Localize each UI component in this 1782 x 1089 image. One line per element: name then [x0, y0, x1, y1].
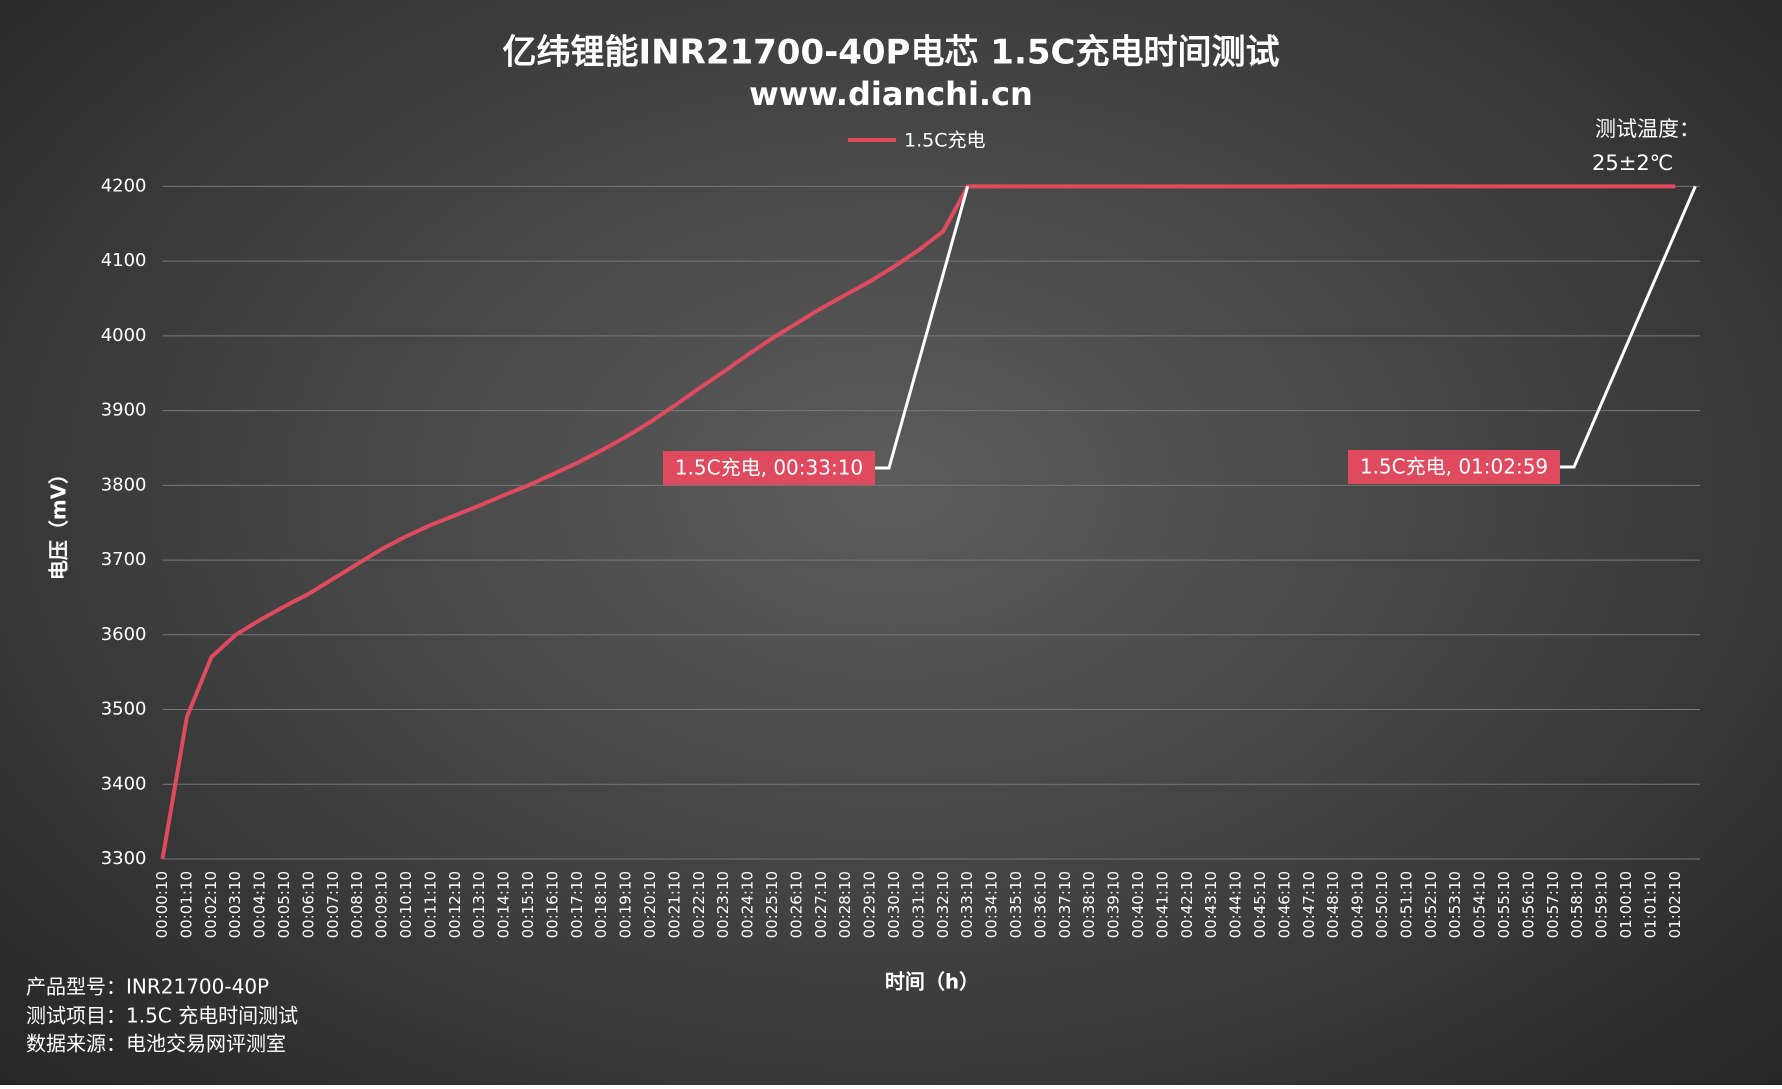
x-tick-label: 00:35:10: [1007, 871, 1025, 938]
chart-title: 亿纬锂能INR21700-40P电芯 1.5C充电时间测试: [503, 33, 1280, 73]
x-tick-label: 00:44:10: [1227, 871, 1245, 938]
x-tick-label: 00:14:10: [495, 871, 513, 938]
x-tick-label: 00:40:10: [1129, 871, 1147, 938]
x-tick-label: 00:38:10: [1080, 871, 1098, 938]
x-tick-label: 01:01:10: [1641, 871, 1659, 938]
x-tick-label: 00:43:10: [1202, 871, 1220, 938]
x-tick-label: 00:22:10: [690, 871, 708, 938]
temperature-note: 测试温度：: [1595, 117, 1700, 141]
x-tick-label: 00:02:10: [202, 871, 220, 938]
x-tick-label: 00:50:10: [1373, 871, 1391, 938]
x-axis-label: 时间（h）: [885, 970, 979, 994]
x-tick-label: 00:01:10: [177, 871, 195, 938]
x-tick-label: 00:09:10: [373, 871, 391, 938]
x-tick-label: 00:37:10: [1056, 871, 1074, 938]
x-tick-label: 00:58:10: [1568, 871, 1586, 938]
x-tick-label: 00:00:10: [153, 871, 171, 938]
x-tick-label: 00:19:10: [617, 871, 635, 938]
x-tick-label: 00:23:10: [714, 871, 732, 938]
x-tick-label: 00:47:10: [1300, 871, 1318, 938]
x-tick-label: 00:05:10: [275, 871, 293, 938]
x-tick-label: 01:00:10: [1617, 871, 1635, 938]
x-tick-label: 00:48:10: [1324, 871, 1342, 938]
y-tick-label: 3700: [101, 549, 147, 570]
x-tick-label: 00:34:10: [983, 871, 1001, 938]
x-tick-label: 00:18:10: [592, 871, 610, 938]
x-tick-label: 00:04:10: [251, 871, 269, 938]
annotation-label: 1.5C充电, 00:33:10: [675, 456, 863, 480]
x-tick-label: 00:11:10: [421, 871, 439, 938]
x-tick-label: 00:17:10: [568, 871, 586, 938]
x-tick-label: 00:21:10: [665, 871, 683, 938]
y-tick-label: 4000: [101, 325, 147, 346]
temperature-note: 25±2℃: [1592, 151, 1673, 175]
x-tick-label: 00:29:10: [861, 871, 879, 938]
y-tick-label: 4100: [101, 250, 147, 271]
x-tick-label: 00:08:10: [348, 871, 366, 938]
x-tick-label: 00:42:10: [1178, 871, 1196, 938]
x-tick-label: 00:32:10: [934, 871, 952, 938]
y-tick-label: 4200: [101, 175, 147, 196]
x-tick-label: 00:49:10: [1349, 871, 1367, 938]
data-line: [160, 184, 1676, 860]
x-tick-label: 00:20:10: [641, 871, 659, 938]
x-tick-label: 00:13:10: [470, 871, 488, 938]
annotation-box: [663, 451, 875, 485]
x-tick-label: 00:30:10: [885, 871, 903, 938]
x-tick-label: 01:02:10: [1666, 871, 1684, 938]
footnote: 数据来源：电池交易网评测室: [26, 1032, 286, 1056]
x-tick-label: 00:12:10: [446, 871, 464, 938]
x-tick-label: 00:06:10: [299, 871, 317, 938]
x-tick-label: 00:56:10: [1519, 871, 1537, 938]
x-tick-label: 00:36:10: [1031, 871, 1049, 938]
x-tick-label: 00:39:10: [1105, 871, 1123, 938]
x-tick-label: 00:26:10: [787, 871, 805, 938]
x-tick-label: 00:41:10: [1153, 871, 1171, 938]
y-axis-label: 电压（mV）: [47, 464, 71, 580]
x-tick-label: 00:10:10: [397, 871, 415, 938]
footnote: 测试项目：1.5C 充电时间测试: [26, 1004, 298, 1028]
annotation-label: 1.5C充电, 01:02:59: [1360, 455, 1548, 479]
x-tick-label: 00:25:10: [763, 871, 781, 938]
chart-subtitle: www.dianchi.cn: [749, 75, 1033, 113]
y-tick-label: 3300: [101, 848, 147, 869]
x-tick-label: 00:24:10: [739, 871, 757, 938]
y-tick-label: 3800: [101, 474, 147, 495]
x-tick-label: 00:46:10: [1275, 871, 1293, 938]
x-tick-label: 00:28:10: [836, 871, 854, 938]
x-tick-label: 00:54:10: [1471, 871, 1489, 938]
x-tick-label: 00:16:10: [543, 871, 561, 938]
x-tick-label: 00:51:10: [1397, 871, 1415, 938]
x-tick-label: 00:27:10: [812, 871, 830, 938]
x-tick-label: 00:15:10: [519, 871, 537, 938]
annotation-box: [1348, 450, 1560, 484]
y-tick-label: 3600: [101, 624, 147, 645]
callout-line: [1560, 185, 1697, 469]
x-tick-label: 00:45:10: [1251, 871, 1269, 938]
x-tick-label: 00:31:10: [909, 871, 927, 938]
x-tick-label: 00:33:10: [958, 871, 976, 938]
y-tick-label: 3400: [101, 773, 147, 794]
footnote: 产品型号：INR21700-40P: [26, 975, 269, 999]
x-tick-label: 00:03:10: [226, 871, 244, 938]
x-tick-label: 00:55:10: [1495, 871, 1513, 938]
callout-line: [875, 185, 970, 470]
legend-label: 1.5C充电: [904, 130, 985, 152]
y-tick-label: 3500: [101, 699, 147, 720]
x-tick-label: 00:07:10: [324, 871, 342, 938]
y-tick-label: 3900: [101, 400, 147, 421]
x-tick-label: 00:57:10: [1544, 871, 1562, 938]
x-tick-label: 00:59:10: [1593, 871, 1611, 938]
x-tick-label: 00:53:10: [1446, 871, 1464, 938]
x-tick-label: 00:52:10: [1422, 871, 1440, 938]
